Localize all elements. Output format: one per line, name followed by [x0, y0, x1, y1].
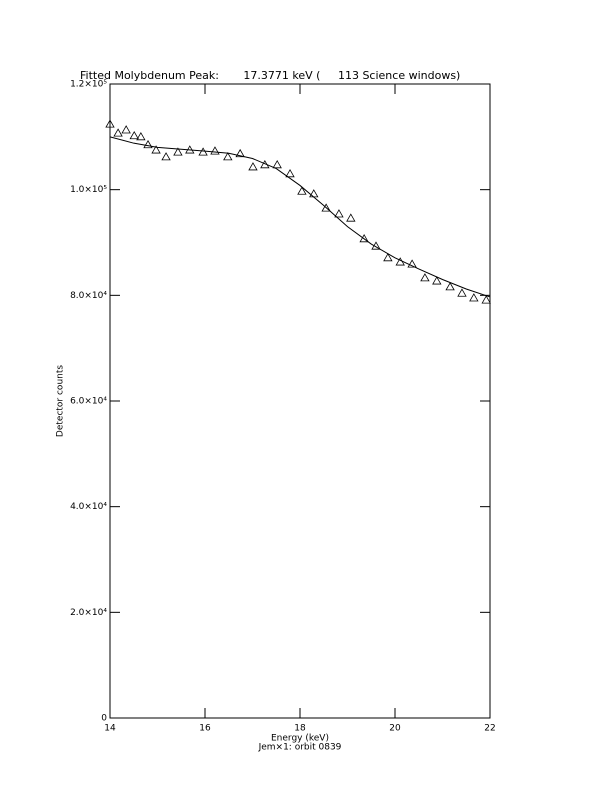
x-tick-label: 22: [484, 724, 495, 734]
y-tick-label: 6.0×10⁴: [70, 397, 107, 407]
data-point: [136, 132, 146, 141]
data-point: [469, 293, 479, 302]
data-point: [223, 152, 233, 161]
data-point: [248, 162, 258, 171]
data-point: [420, 273, 430, 282]
x-tick-label: 18: [294, 724, 306, 734]
data-point: [198, 147, 208, 156]
y-tick-label: 1.2×10⁵: [70, 80, 107, 90]
y-tick-label: 1.0×10⁵: [70, 185, 107, 195]
x-tick-label: 20: [389, 724, 401, 734]
data-point: [210, 146, 220, 155]
data-point: [346, 213, 356, 222]
data-point: [359, 233, 369, 243]
data-point: [334, 209, 344, 218]
data-point: [173, 147, 183, 156]
data-point: [432, 276, 442, 285]
y-tick-label: 2.0×10⁴: [70, 608, 107, 618]
x-axis-label: Energy (keV): [271, 734, 329, 744]
data-point: [272, 160, 282, 169]
y-tick-label: 4.0×10⁴: [70, 502, 107, 512]
y-tick-label: 0: [101, 714, 107, 724]
data-point: [161, 152, 171, 161]
data-point: [105, 119, 115, 128]
data-point: [129, 130, 139, 140]
fit-line: [109, 136, 491, 298]
data-point: [457, 288, 467, 297]
chart-title: Fitted Molybdenum Peak: 17.3771 keV ( 11…: [80, 69, 460, 82]
data-point: [407, 259, 417, 268]
data-point: [113, 128, 123, 137]
data-point: [121, 125, 131, 134]
data-point: [235, 148, 245, 158]
data-point: [151, 145, 161, 154]
data-point: [321, 203, 331, 212]
x-tick-label: 16: [199, 724, 211, 734]
data-point: [297, 186, 307, 195]
y-tick-label: 8.0×10⁴: [70, 291, 107, 301]
data-point: [285, 169, 295, 178]
y-axis-label: Detector counts: [56, 365, 66, 437]
x-tick-label: 14: [104, 724, 116, 734]
data-point: [383, 253, 393, 262]
data-point: [445, 282, 455, 291]
data-point: [143, 139, 153, 149]
x-axis-sublabel: Jem×1: orbit 0839: [258, 743, 342, 753]
data-point: [481, 295, 491, 304]
